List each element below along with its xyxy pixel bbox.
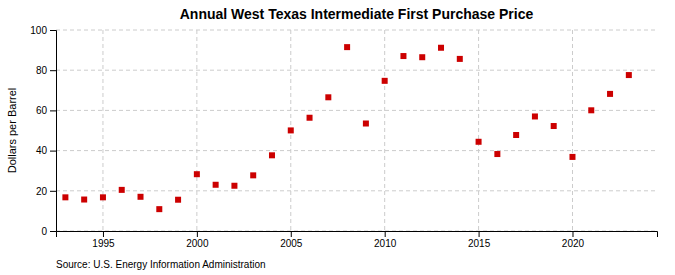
point xyxy=(175,197,181,203)
point xyxy=(513,132,519,138)
y-axis-tick-label: 40 xyxy=(36,145,48,156)
x-grid-line xyxy=(102,30,103,231)
x-grid-line xyxy=(384,30,385,231)
y-grid-line xyxy=(56,70,657,71)
chart: 1995 2000 2005 2010 2015 2020 0 20 40 60 80 100 Annu… xyxy=(0,0,675,275)
y-axis-tick: 60 xyxy=(36,105,56,116)
point xyxy=(344,44,350,50)
x-axis-tick: 2010 xyxy=(374,231,397,249)
x-axis-tick-mark xyxy=(103,231,104,237)
point xyxy=(607,91,613,97)
x-axis-tick-label: 2020 xyxy=(562,238,585,249)
point xyxy=(213,182,219,188)
point xyxy=(494,151,500,157)
point xyxy=(156,206,162,212)
x-grid-line xyxy=(478,30,479,231)
x-axis-tick-label: 2005 xyxy=(280,238,303,249)
y-axis-tick-mark xyxy=(50,191,56,192)
x-axis-tick: 2005 xyxy=(280,231,303,249)
point xyxy=(626,72,632,78)
point xyxy=(325,94,331,100)
y-axis-tick: 100 xyxy=(30,25,56,36)
y-axis-tick: 80 xyxy=(36,65,56,76)
y-grid-line xyxy=(56,110,657,111)
y-axis-tick: 0 xyxy=(41,226,56,237)
grid xyxy=(56,30,657,231)
x-axis-tick-mark xyxy=(291,231,292,237)
point xyxy=(100,194,106,200)
x-axis-tick-label: 1995 xyxy=(92,238,115,249)
y-axis-tick-label: 80 xyxy=(36,65,48,76)
title: Annual West Texas Intermediate First Pur… xyxy=(180,6,534,22)
points xyxy=(62,44,631,212)
point xyxy=(363,121,369,127)
point xyxy=(138,194,144,200)
y-grid-line xyxy=(56,190,657,191)
x-axis-tick: 2000 xyxy=(186,231,209,249)
source-note: Source: U.S. Energy Information Administ… xyxy=(56,259,266,270)
point xyxy=(569,154,575,160)
point xyxy=(269,152,275,158)
x-axis-tick-label: 2015 xyxy=(468,238,491,249)
x-axis-tick-mark xyxy=(197,231,198,237)
x-grid-line xyxy=(572,30,573,231)
x-axis-tick-label: 2000 xyxy=(186,238,209,249)
y-axis-tick-label: 20 xyxy=(36,186,48,197)
y-axis: 0 20 40 60 80 100 xyxy=(30,25,56,237)
point xyxy=(382,78,388,84)
point xyxy=(551,123,557,129)
y-axis-tick-label: 100 xyxy=(30,25,47,36)
point xyxy=(81,197,87,203)
plot-area: 1995 2000 2005 2010 2015 2020 0 20 40 60 80 100 xyxy=(30,25,657,249)
y-axis-tick: 40 xyxy=(36,145,56,156)
y-axis-tick-label: 0 xyxy=(41,226,47,237)
x-axis-tick-mark xyxy=(572,231,573,237)
point xyxy=(250,172,256,178)
y-axis-tick-mark xyxy=(50,151,56,152)
point xyxy=(288,127,294,133)
point xyxy=(62,194,68,200)
x-axis-tick: 2015 xyxy=(468,231,491,249)
x-axis-tick-label: 2010 xyxy=(374,238,397,249)
x-axis: 1995 2000 2005 2010 2015 2020 xyxy=(57,231,658,249)
x-axis-tick-mark xyxy=(479,231,480,237)
x-axis-tick-mark xyxy=(385,231,386,237)
x-axis-line xyxy=(57,232,658,238)
point xyxy=(476,139,482,145)
y-axis-tick-mark xyxy=(50,110,56,111)
point xyxy=(307,115,313,121)
y-grid-line xyxy=(56,30,657,31)
point xyxy=(194,171,200,177)
y-axis-tick-mark xyxy=(50,231,56,232)
point xyxy=(119,187,125,193)
point xyxy=(532,113,538,119)
y-axis-tick-label: 60 xyxy=(36,105,48,116)
point xyxy=(588,107,594,113)
x-axis-tick: 1995 xyxy=(92,231,115,249)
point xyxy=(438,45,444,51)
point xyxy=(457,56,463,62)
point xyxy=(400,53,406,59)
y-axis-title: Dollars per Barrel xyxy=(6,88,18,174)
y-axis-tick-mark xyxy=(50,70,56,71)
y-grid-line xyxy=(56,150,657,151)
point xyxy=(231,183,237,189)
point xyxy=(419,54,425,60)
x-axis-tick: 2020 xyxy=(562,231,585,249)
x-grid-line xyxy=(196,30,197,231)
y-axis-tick: 20 xyxy=(36,186,56,197)
y-axis-tick-mark xyxy=(50,30,56,31)
y-axis-line xyxy=(50,31,57,232)
